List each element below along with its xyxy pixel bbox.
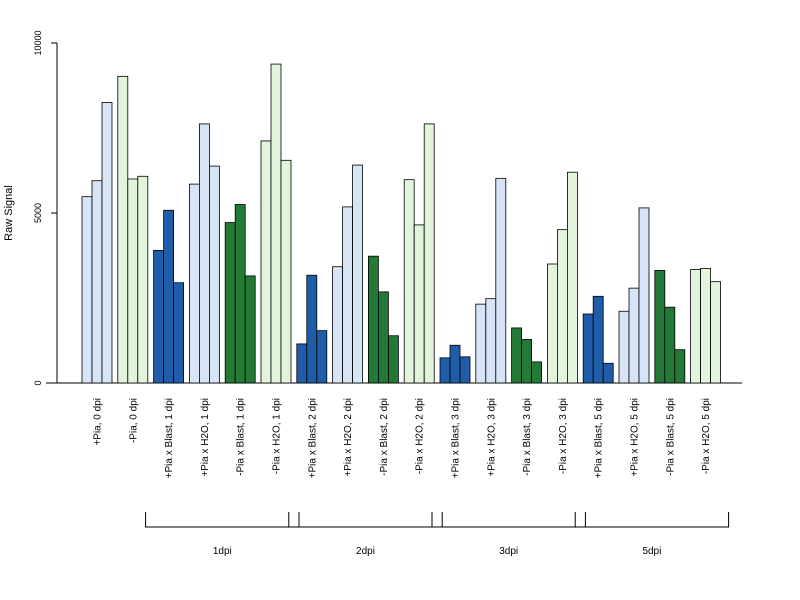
- bar: [117, 75, 129, 384]
- bar: [511, 327, 523, 384]
- x-tick-label: +Pia x H2O, 1 dpi: [200, 398, 211, 477]
- bars-layer: [81, 63, 721, 384]
- x-tick-label: +Pia x H2O, 3 dpi: [486, 398, 497, 477]
- x-tick-label: -Pia x Blast, 2 dpi: [379, 398, 390, 476]
- y-axis-title: Raw Signal: [3, 185, 15, 241]
- group-bracket: [574, 512, 730, 528]
- bar: [690, 269, 701, 384]
- bar: [413, 224, 425, 384]
- bar: [700, 268, 711, 384]
- bar: [618, 310, 630, 384]
- bar: [377, 291, 389, 384]
- bar: [260, 140, 272, 384]
- bar: [710, 281, 721, 384]
- bar: [188, 183, 200, 384]
- bar: [208, 165, 220, 384]
- bar: [403, 179, 415, 384]
- x-tick-label: +Pia x Blast, 5 dpi: [594, 398, 605, 478]
- bar: [592, 295, 604, 384]
- x-tick-label: -Pia, 0 dpi: [128, 398, 139, 443]
- x-tick-label: +Pia x Blast, 3 dpi: [451, 398, 462, 478]
- x-tick-label: -Pia x H2O, 3 dpi: [558, 398, 569, 474]
- bar: [638, 207, 650, 384]
- bar: [531, 361, 542, 384]
- x-tick-label: +Pia x H2O, 5 dpi: [630, 398, 641, 477]
- bar: [557, 229, 568, 384]
- x-tick-label: -Pia x H2O, 5 dpi: [701, 398, 712, 474]
- x-tick-label: -Pia x Blast, 5 dpi: [665, 398, 676, 476]
- bar: [198, 123, 210, 384]
- bar: [547, 263, 558, 384]
- y-tick-label: 10000: [33, 30, 43, 55]
- bar: [280, 159, 292, 384]
- bar: [332, 266, 344, 384]
- group-brackets: 1dpi 2dpi 3dpi 5dpi: [145, 512, 730, 557]
- bar: [352, 164, 364, 384]
- x-tick-label: +Pia x Blast, 1 dpi: [164, 398, 175, 478]
- bar: [163, 209, 175, 384]
- x-tick-label: +Pia, 0 dpi: [93, 398, 104, 446]
- bar: [342, 206, 354, 384]
- bar: [674, 349, 686, 384]
- x-tick-label: -Pia x Blast, 3 dpi: [522, 398, 533, 476]
- y-tick-label: 5000: [33, 203, 43, 223]
- bar: [367, 255, 379, 384]
- x-tick-label: -Pia x H2O, 2 dpi: [415, 398, 426, 474]
- bar: [459, 356, 471, 384]
- category-labels: +Pia, 0 dpi -Pia, 0 dpi +Pia x Blast, 1 dp…: [93, 398, 713, 478]
- bar: [81, 196, 93, 384]
- bar: [654, 270, 666, 384]
- bar: [127, 178, 139, 384]
- x-tick-label: -Pia x H2O, 1 dpi: [272, 398, 283, 474]
- bar: [521, 339, 532, 384]
- bar: [306, 274, 318, 384]
- bar: [387, 335, 399, 384]
- bar: [485, 298, 497, 384]
- group-label: 3dpi: [499, 546, 518, 557]
- bar: [244, 275, 256, 384]
- group-bracket: [145, 512, 300, 528]
- bar: [567, 171, 578, 384]
- bar: [137, 175, 149, 384]
- bar: [153, 249, 165, 384]
- bar: [270, 63, 282, 384]
- bar: [224, 222, 236, 384]
- bar: [628, 287, 640, 384]
- group-label: 2dpi: [356, 546, 375, 557]
- x-tick-label: -Pia x Blast, 1 dpi: [236, 398, 247, 476]
- x-tick-label: +Pia x Blast, 2 dpi: [307, 398, 318, 478]
- bar: [449, 344, 461, 384]
- group-label: 5dpi: [642, 546, 661, 557]
- bar: [316, 330, 328, 384]
- bar: [173, 282, 185, 384]
- x-tick-label: +Pia x H2O, 2 dpi: [343, 398, 354, 477]
- bar: [582, 313, 594, 384]
- bar: [602, 362, 614, 384]
- bar: [296, 343, 308, 384]
- bar: [439, 357, 451, 384]
- y-tick-label: 0: [33, 380, 43, 385]
- y-axis: 0 5000 10000: [33, 30, 58, 386]
- bar: [101, 102, 113, 384]
- bar: [91, 180, 103, 384]
- group-label: 1dpi: [213, 546, 232, 557]
- group-bracket: [431, 512, 586, 528]
- bar: [234, 204, 246, 384]
- bar: [495, 177, 507, 384]
- bar: [664, 306, 676, 384]
- bar: [423, 123, 435, 384]
- bar: [475, 303, 487, 384]
- group-bracket: [288, 512, 443, 528]
